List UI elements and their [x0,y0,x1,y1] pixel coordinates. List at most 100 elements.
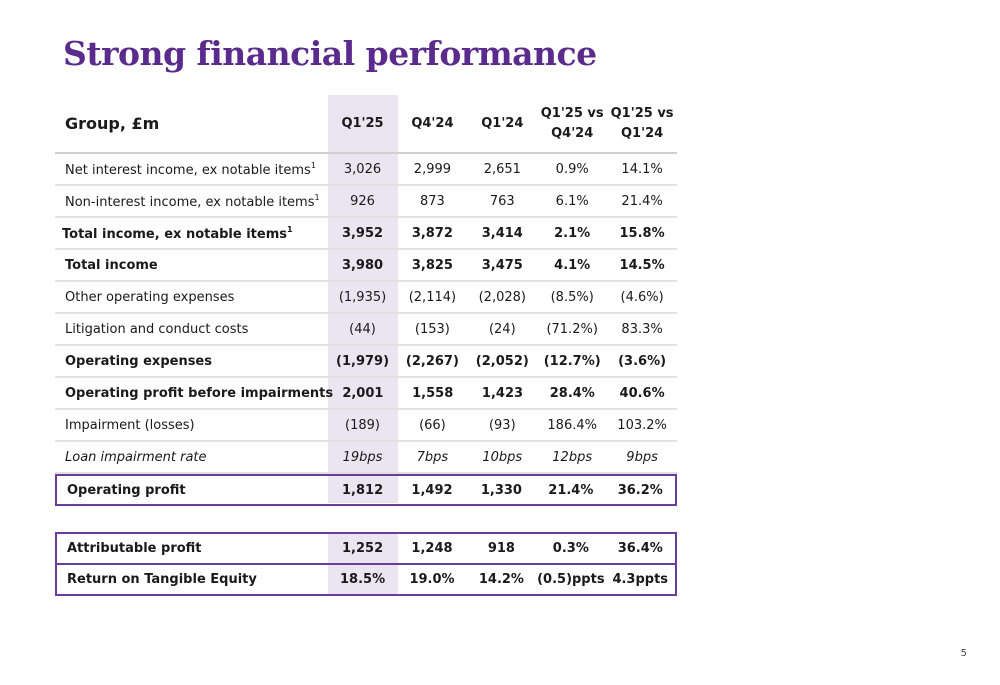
row-label: Attributable profit [67,541,202,556]
table-cell: 3,952 [341,225,384,241]
table-cell: 18.5% [340,572,386,587]
table-cell: (153) [414,321,450,337]
header-q1-25: Q1'25 [341,115,384,131]
header-q1-24: Q1'24 [481,115,524,131]
table-cell: (1,935) [338,289,387,305]
footnote-marker: 1 [310,160,316,170]
row-label: Loan impairment rate [65,449,207,465]
header-label: Group, £m [65,114,160,133]
row-label: Operating profit before impairments [65,385,334,401]
table-cell: 3,026 [343,161,382,177]
table-row-highlighted: Return on Tangible Equity 18.5% 19.0% 14… [55,564,677,596]
table-cell: 4.3ppts [612,572,669,587]
table-cell: (1,979) [336,353,390,369]
table-cell: 2.1% [554,225,591,241]
table-row: Operating profit before impairments 2,00… [55,378,677,410]
table-cell: 186.4% [547,417,597,433]
table-cell: (66) [419,417,446,433]
table-header-row: Group, £m Q1'25 Q4'24 Q1'24 Q1'25 vs Q4'… [55,95,677,154]
row-label: Total income [65,257,158,273]
table-cell: 10bps [482,449,523,465]
table-cell: (44) [349,321,376,337]
footnote-marker: 1 [287,224,293,234]
table-cell: 14.1% [621,161,663,177]
table-row: Operating expenses (1,979) (2,267) (2,05… [55,346,677,378]
table-cell: 918 [487,541,515,556]
page-title: Strong financial performance [63,34,597,73]
table-cell: 7bps [416,449,449,465]
table-cell: 19.0% [409,572,455,587]
profitability-table: Attributable profit 1,252 1,248 918 0.3%… [55,532,677,596]
table-cell: 1,812 [342,482,384,498]
table-cell: 1,423 [481,385,524,401]
table-cell: 1,492 [411,482,453,498]
table-row: Impairment (losses) (189) (66) (93) 186.… [55,410,677,442]
table-cell: (189) [345,417,380,433]
table-cell: (71.2%) [546,321,598,337]
table-cell: 21.4% [548,482,594,498]
financial-table: Group, £m Q1'25 Q4'24 Q1'24 Q1'25 vs Q4'… [55,95,677,506]
table-cell: 873 [420,193,445,209]
table-cell: 3,980 [341,257,384,273]
table-row: Net interest income, ex notable items1 3… [55,154,677,186]
table-cell: 21.4% [621,193,663,209]
row-label: Net interest income, ex notable items1 [65,160,316,178]
table-cell: (3.6%) [618,353,667,369]
row-label: Operating expenses [65,353,212,369]
header-q1-25-vs-q1-24: Q1'25 vs Q1'24 [610,105,674,141]
table-cell: 14.5% [619,257,665,273]
table-cell: 926 [350,193,375,209]
table-cell: 3,475 [481,257,523,273]
table-cell: 3,825 [411,257,453,273]
table-cell: 1,330 [480,482,522,498]
table-cell: 36.4% [617,541,663,556]
table-cell: 103.2% [617,417,667,433]
table-cell: 2,999 [413,161,452,177]
row-label: Impairment (losses) [65,417,195,433]
header-q4-24: Q4'24 [411,115,454,131]
table-cell: (2,028) [478,289,526,305]
table-row: Litigation and conduct costs (44) (153) … [55,314,677,346]
row-label: Litigation and conduct costs [65,321,249,337]
row-label: Non-interest income, ex notable items1 [65,192,320,210]
table-row-highlighted: Operating profit 1,812 1,492 1,330 21.4%… [55,474,677,506]
table-cell: 3,414 [481,225,523,241]
table-cell: 3,872 [411,225,453,241]
row-label: Return on Tangible Equity [67,572,257,587]
table-cell: 0.9% [555,161,589,177]
table-cell: 40.6% [619,385,665,401]
table-cell: 1,558 [412,385,454,401]
table-cell: (93) [488,417,516,433]
row-label: Other operating expenses [65,289,235,305]
table-cell: (2,052) [475,353,529,369]
table-cell: 1,248 [411,541,453,556]
table-cell: 2,001 [342,385,384,401]
header-q1-25-vs-q4-24: Q1'25 vs Q4'24 [540,105,604,141]
table-cell: (24) [488,321,516,337]
table-cell: (4.6%) [620,289,664,305]
table-cell: 2,651 [483,161,521,177]
table-row: Other operating expenses (1,935) (2,114)… [55,282,677,314]
table-cell: 1,252 [342,541,384,556]
table-cell: 0.3% [552,541,589,556]
table-row: Total income 3,980 3,825 3,475 4.1% 14.5… [55,250,677,282]
highlight-column-q1-25 [328,95,398,503]
table-row: Total income, ex notable items1 3,952 3,… [55,218,677,250]
table-cell: (2,267) [405,353,459,369]
table-row-highlighted: Attributable profit 1,252 1,248 918 0.3%… [55,532,677,564]
page-number: 5 [960,648,967,659]
table-cell: 6.1% [555,193,589,209]
table-cell: 83.3% [621,321,663,337]
footnote-marker: 1 [314,192,320,202]
table-cell: 14.2% [478,572,524,587]
table-cell: 763 [489,193,515,209]
table-cell: 9bps [626,449,658,465]
table-cell: 12bps [552,449,593,465]
table-cell: (8.5%) [550,289,594,305]
row-label: Operating profit [67,482,186,498]
table-cell: 15.8% [619,225,665,241]
table-cell: (12.7%) [543,353,601,369]
table-cell: 36.2% [617,482,663,498]
table-cell: (2,114) [408,289,457,305]
table-cell: (0.5)ppts [537,572,605,587]
